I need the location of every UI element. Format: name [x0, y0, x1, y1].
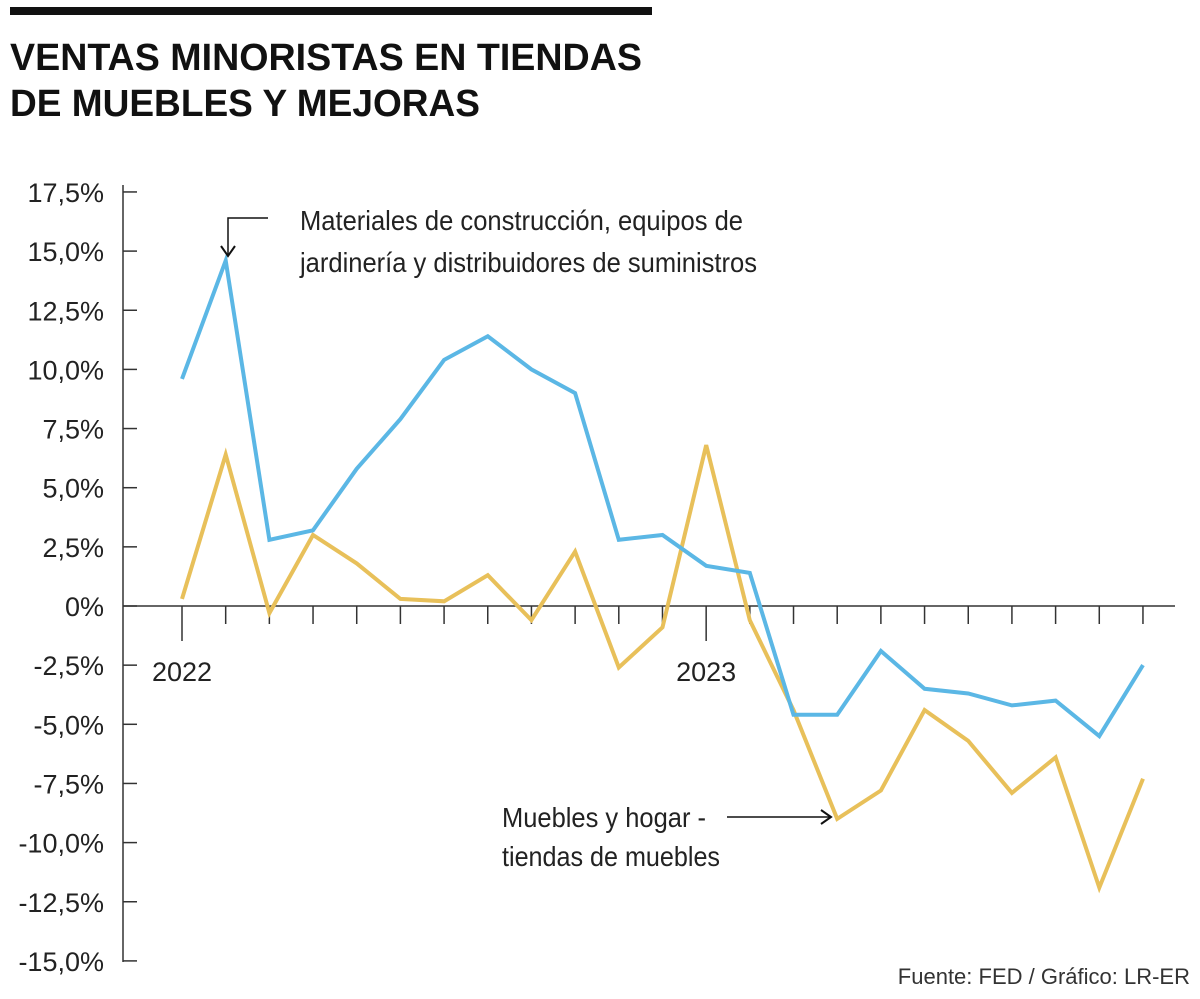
y-tick-label: -12,5% — [18, 888, 104, 918]
source-note: Fuente: FED / Gráfico: LR-ER — [898, 964, 1190, 989]
y-tick-label: 15,0% — [27, 237, 104, 267]
chart-title-line-1: VENTAS MINORISTAS EN TIENDAS — [10, 37, 642, 79]
y-tick-label: -2,5% — [33, 651, 104, 681]
y-tick-label: 10,0% — [27, 355, 104, 385]
y-tick-label: 12,5% — [27, 296, 104, 326]
annotation-arrow-blue — [227, 217, 268, 256]
y-tick-label: 7,5% — [42, 415, 104, 445]
y-tick-label: -7,5% — [33, 769, 104, 799]
y-tick-label: -15,0% — [18, 947, 104, 977]
series-label-yellow-line-2: tiendas de muebles — [502, 841, 720, 872]
series-label-blue-line-2: jardinería y distribuidores de suministr… — [299, 247, 757, 278]
series-line-0 — [180, 252, 1145, 740]
arrowhead-down-icon — [220, 245, 236, 258]
chart-title-line-2: DE MUEBLES Y MEJORAS — [10, 83, 480, 125]
arrowhead-right-icon — [820, 809, 833, 825]
y-tick-label: 2,5% — [42, 533, 104, 563]
series-label-blue-line-1: Materiales de construcción, equipos de — [300, 205, 743, 236]
series-label-yellow-line-1: Muebles y hogar - — [502, 802, 706, 833]
y-tick-label: 5,0% — [42, 474, 104, 504]
x-tick-label: 2022 — [152, 657, 212, 687]
y-tick-label: 0% — [65, 592, 104, 622]
y-tick-label: 17,5% — [27, 178, 104, 208]
y-tick-label: -10,0% — [18, 829, 104, 859]
title-bar — [10, 7, 652, 15]
x-tick-label: 2023 — [676, 657, 736, 687]
y-tick-label: -5,0% — [33, 710, 104, 740]
